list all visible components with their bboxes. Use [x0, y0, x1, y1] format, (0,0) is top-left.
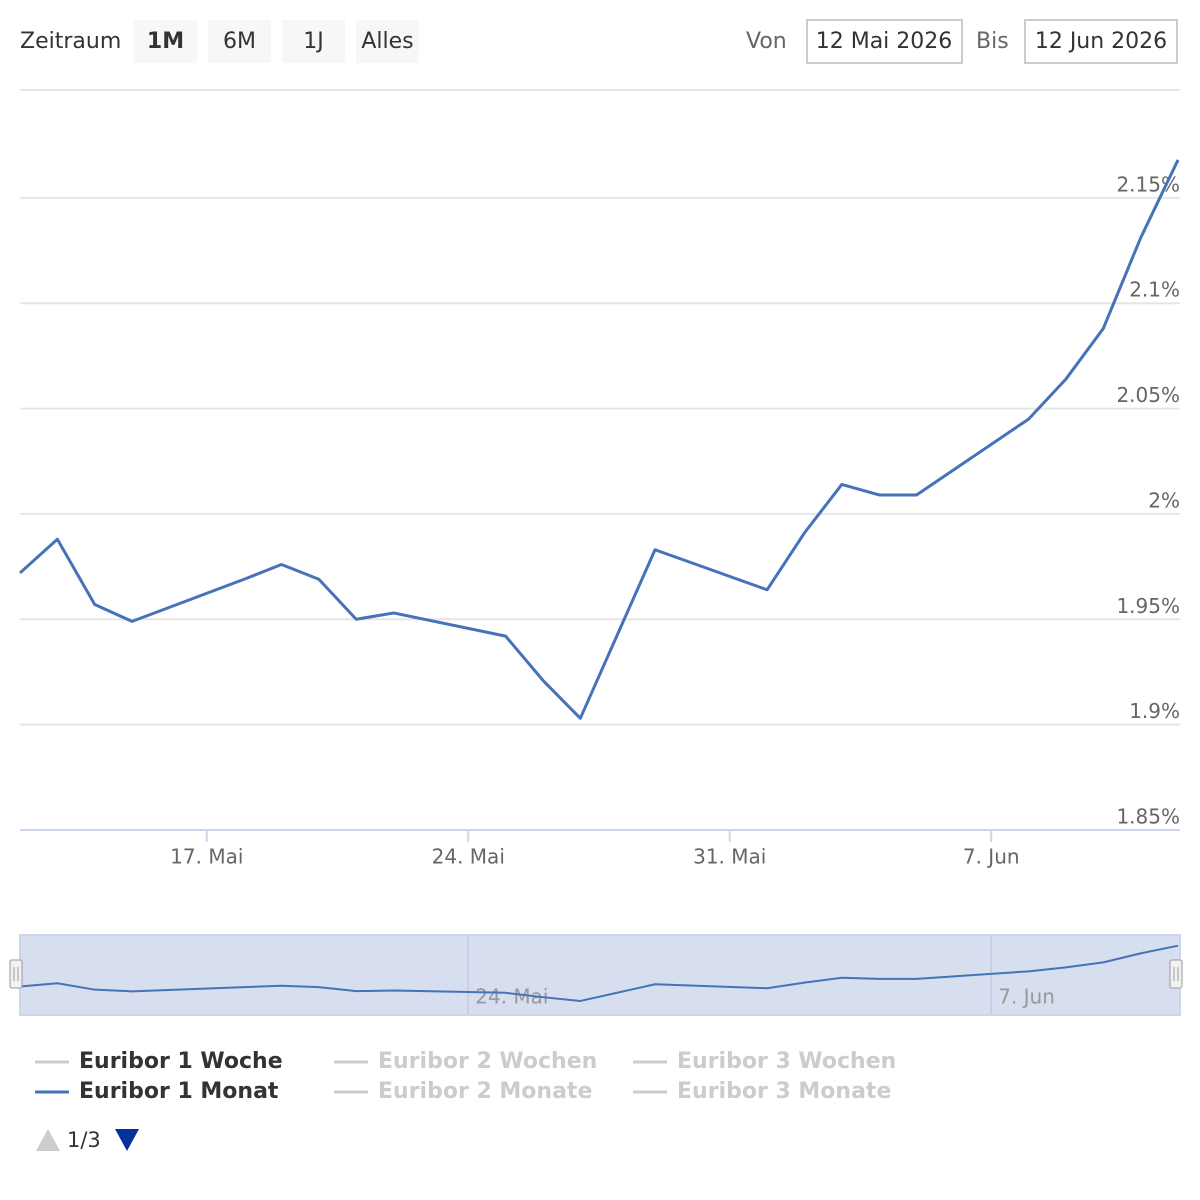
x-tick-label: 7. Jun	[963, 845, 1020, 869]
range-button-label[interactable]: 1J	[303, 29, 324, 54]
navigator-handle[interactable]	[1169, 959, 1183, 989]
legend-label[interactable]: Euribor 2 Wochen	[378, 1049, 597, 1074]
to-label: Bis	[976, 29, 1009, 54]
series-line	[18, 159, 1180, 720]
legend-page-up[interactable]	[36, 1129, 60, 1151]
legend-label[interactable]: Euribor 3 Monate	[677, 1079, 891, 1104]
y-tick-label: 2.1%	[1129, 278, 1180, 302]
y-tick-label: 1.9%	[1129, 699, 1180, 723]
x-tick-label: 24. Mai	[432, 845, 505, 869]
y-tick-label: 1.95%	[1116, 594, 1180, 618]
range-button[interactable]	[356, 20, 419, 63]
y-tick-label: 2%	[1148, 488, 1180, 512]
range-button[interactable]	[282, 20, 345, 63]
from-date[interactable]: 12 Mai 2026	[816, 29, 953, 54]
range-button-label[interactable]: 1M	[147, 29, 184, 54]
range-button[interactable]	[208, 20, 271, 63]
x-tick-label: 17. Mai	[170, 845, 243, 869]
range-button-label[interactable]: 6M	[223, 29, 256, 54]
legend-label[interactable]: Euribor 1 Woche	[79, 1049, 283, 1074]
legend-label[interactable]: Euribor 2 Monate	[378, 1079, 592, 1104]
legend-page: 1/3	[67, 1128, 101, 1152]
navigator-tick-label: 7. Jun	[998, 985, 1055, 1009]
range-button-label[interactable]: Alles	[361, 29, 413, 54]
range-button[interactable]	[134, 20, 197, 63]
range-label: Zeitraum	[20, 29, 121, 54]
to-input[interactable]	[1024, 19, 1178, 64]
x-tick-label: 31. Mai	[693, 845, 766, 869]
navigator-handle[interactable]	[9, 959, 23, 989]
from-input[interactable]	[806, 19, 963, 64]
legend-label[interactable]: Euribor 1 Monat	[79, 1079, 279, 1104]
from-label: Von	[746, 29, 787, 54]
legend-page-down[interactable]	[115, 1129, 139, 1151]
y-tick-label: 2.05%	[1116, 383, 1180, 407]
y-tick-label: 1.85%	[1116, 805, 1180, 829]
to-date[interactable]: 12 Jun 2026	[1035, 29, 1167, 54]
navigator-line	[19, 944, 1179, 1002]
legend-label[interactable]: Euribor 3 Wochen	[677, 1049, 896, 1074]
